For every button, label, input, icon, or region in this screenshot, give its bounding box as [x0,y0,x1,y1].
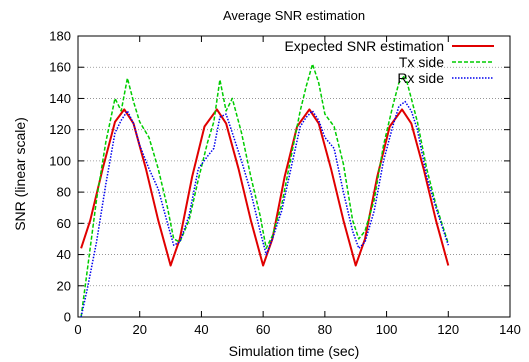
x-tick-label: 20 [132,322,146,337]
x-tick-label: 100 [376,322,398,337]
y-tick-label: 20 [57,278,71,293]
legend-label-rx-side: Rx side [397,70,444,86]
chart-title: Average SNR estimation [223,8,365,23]
y-tick-label: 40 [57,247,71,262]
x-tick-label: 80 [318,322,332,337]
y-tick-label: 80 [57,185,71,200]
x-tick-label: 40 [194,322,208,337]
y-tick-label: 180 [49,29,71,44]
series-line-tx-side [80,63,450,318]
x-tick-label: 60 [256,322,270,337]
axis-ticks: 0 20 40 60 80 100 120 140 160 180 0 20 40 60 80 100 120 1… [49,29,521,338]
y-tick-label: 60 [57,216,71,231]
series-line-rx-side [80,100,450,318]
x-tick-label: 0 [74,322,81,337]
series-line-expected-snr-estimation [80,108,450,267]
legend-label-expected-snr-estimation: Expected SNR estimation [284,38,444,54]
x-tick-label: 120 [437,322,459,337]
grid-lines [78,66,510,287]
series-lines [80,63,450,318]
y-tick-label: 100 [49,153,71,168]
x-tick-label: 140 [499,322,521,337]
y-tick-label: 140 [49,91,71,106]
x-axis-title: Simulation time (sec) [229,343,360,359]
legend-label-tx-side: Tx side [399,54,444,70]
y-tick-label: 120 [49,122,71,137]
y-tick-label: 0 [64,310,71,325]
plot-frame [77,35,511,318]
y-axis-title: SNR (linear scale) [12,117,28,231]
y-tick-label: 160 [49,60,71,75]
